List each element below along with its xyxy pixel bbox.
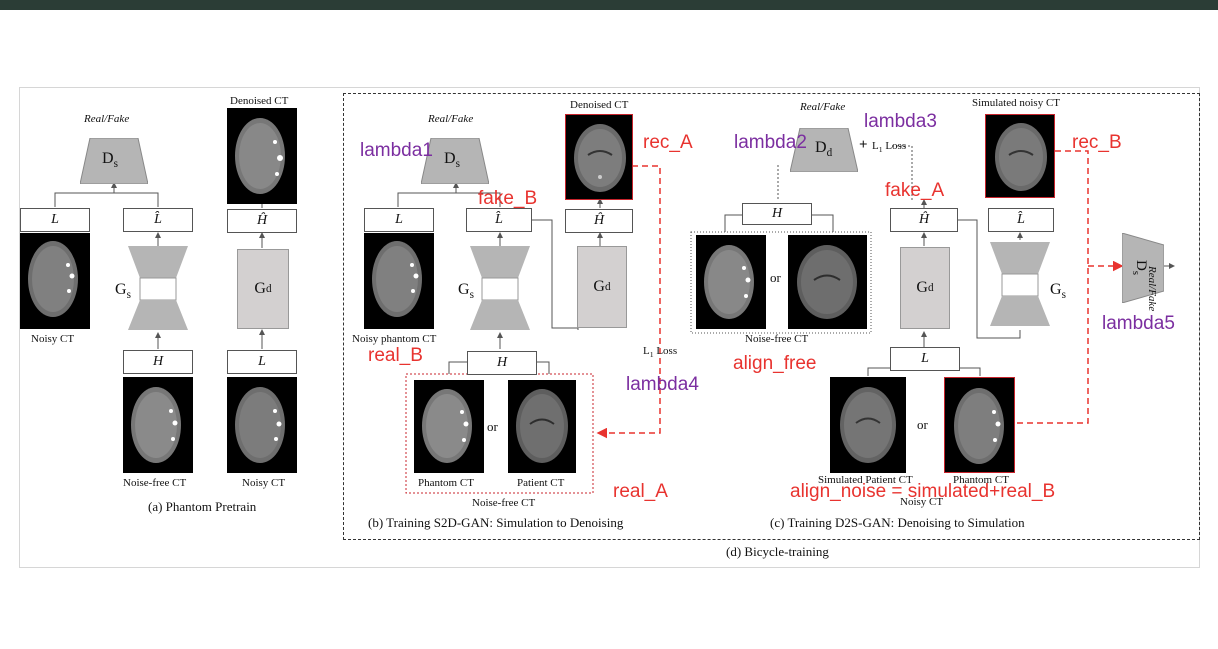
panel-a-box-H: H [123, 350, 193, 374]
annotation-rec-a: rec_A [643, 132, 693, 153]
panel-a-box-Hhat: Ĥ [227, 209, 297, 233]
panel-c-noise-free-label: Noise-free CT [745, 333, 809, 345]
panel-b-noisy-phantom-image [364, 233, 434, 329]
panel-b-box-H: H [467, 351, 537, 375]
panel-c-discriminator-label: Dd [815, 139, 833, 160]
panel-c-box-H: H [742, 203, 812, 225]
panel-c-simulated-patient-label: Simulated Patient CT [818, 474, 913, 486]
panel-b-phantom-label: Phantom CT [418, 477, 474, 489]
panel-c-simulated-noisy-image [985, 114, 1055, 198]
panel-c-box-Lhat: L̂ [988, 208, 1054, 232]
annotation-fake-a: fake_A [885, 180, 945, 201]
annotation-fake-b: fake_B [478, 188, 538, 209]
panel-c-discriminator [790, 128, 858, 172]
panel-b-real-fake: Real/Fake [428, 113, 474, 125]
annotation-real-b: real_B [368, 345, 423, 366]
panel-b-box-L: L [364, 208, 434, 232]
panel-a-noisy-ct-label-2: Noisy CT [242, 477, 286, 489]
panel-a-box-Lhat: L̂ [123, 208, 193, 232]
panel-a-box-L: L [20, 208, 90, 232]
panel-c-l1-loss: L1 Loss [872, 140, 907, 155]
panel-c-noisy-label: Noisy CT [900, 496, 944, 508]
panel-a-noisy-ct-image-2 [227, 377, 297, 473]
panel-c-real-fake-vertical: Real/Fake [1146, 266, 1158, 312]
panel-a-discriminator-label: Ds [102, 150, 118, 171]
panel-b-l1-loss: L1 Loss [643, 345, 678, 360]
panel-c-box-L: L [890, 347, 960, 371]
panel-c-patient-image [788, 235, 867, 329]
annotation-lambda3: lambda3 [864, 111, 937, 132]
panel-c-caption: (c) Training D2S-GAN: Denoising to Simul… [770, 515, 1025, 530]
panel-c-discriminator-s [1122, 233, 1164, 303]
panel-a-caption: (a) Phantom Pretrain [148, 499, 257, 514]
panel-a-discriminator [80, 138, 148, 184]
panel-c-generator-s-label: Gs [1050, 281, 1066, 302]
panel-c-phantom-label: Phantom CT [953, 474, 1009, 486]
panel-b-box-Lhat: L̂ [466, 208, 532, 232]
panel-a-noisy-ct-image [20, 233, 90, 329]
panel-c-or: or [770, 270, 781, 285]
panel-c-or-2: or [917, 417, 928, 432]
panel-b-or: or [487, 419, 498, 434]
annotation-lambda5: lambda5 [1102, 313, 1175, 334]
panel-a-denoised-image [227, 108, 297, 204]
panel-c-phantom-image [696, 235, 766, 329]
bicycle-caption: (d) Bicycle-training [726, 544, 829, 559]
panel-a-generator-s [128, 246, 188, 330]
panel-b-denoised-label: Denoised CT [570, 99, 629, 111]
panel-a-generator-s-label: Gs [115, 281, 131, 302]
panel-a-real-fake: Real/Fake [84, 113, 130, 125]
panel-b-phantom-image [414, 380, 484, 473]
panel-c-real-fake: Real/Fake [800, 101, 846, 113]
panel-c-generator-s [990, 242, 1050, 326]
annotation-real-a: real_A [613, 481, 668, 502]
annotation-align-free: align_free [733, 353, 817, 374]
panel-a-box-L2: L [227, 350, 297, 374]
panel-b-noise-free-label: Noise-free CT [472, 497, 536, 509]
panel-a-noise-free-image [123, 377, 193, 473]
annotation-lambda1: lambda1 [360, 140, 433, 161]
panel-c-plus: + [859, 137, 868, 153]
panel-c-simulated-patient-image [830, 377, 906, 473]
panel-b-denoised-image [565, 114, 633, 200]
bicycle-training-region [343, 93, 1200, 540]
panel-c-box-Hhat: Ĥ [890, 208, 958, 232]
panel-a-noise-free-label: Noise-free CT [123, 477, 187, 489]
panel-b-patient-label: Patient CT [517, 477, 565, 489]
panel-a-denoised-label: Denoised CT [230, 95, 289, 107]
panel-b-caption: (b) Training S2D-GAN: Simulation to Deno… [368, 515, 624, 530]
panel-b-patient-image [508, 380, 576, 473]
annotation-rec-b: rec_B [1072, 132, 1122, 153]
annotation-align-noise: align_noise = simulated+real_B [790, 481, 1056, 502]
panel-a-noisy-ct-label: Noisy CT [31, 333, 75, 345]
panel-b-generator-s [470, 246, 530, 330]
annotation-lambda2: lambda2 [734, 132, 807, 153]
panel-b-generator-s-label: Gs [458, 281, 474, 302]
annotation-lambda4: lambda4 [626, 374, 699, 395]
panel-c-phantom-noisy-image [944, 377, 1015, 473]
panel-b-noisy-phantom-label: Noisy phantom CT [352, 333, 437, 345]
panel-b-discriminator-label: Ds [444, 150, 460, 171]
panel-b-box-Hhat: Ĥ [565, 209, 633, 233]
panel-b-discriminator [421, 138, 489, 184]
panel-c-simulated-noisy-label: Simulated noisy CT [972, 97, 1060, 109]
